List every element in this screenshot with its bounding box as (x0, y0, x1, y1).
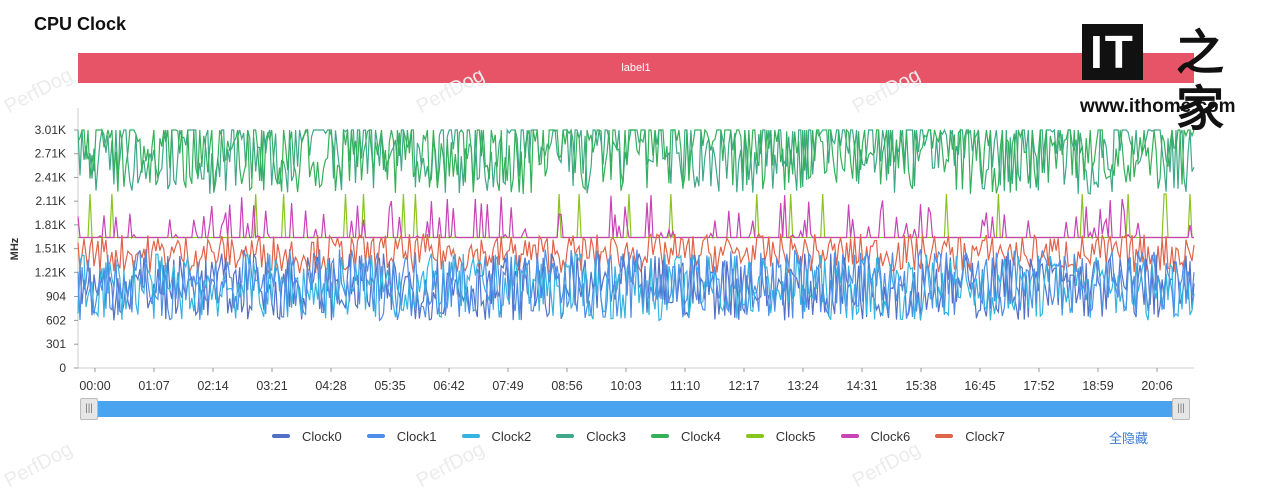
legend-swatch (461, 434, 480, 438)
time-range-slider[interactable] (86, 401, 1188, 417)
x-tick-label: 07:49 (492, 379, 523, 393)
page-title: CPU Clock (34, 14, 127, 34)
legend-item-clock2[interactable]: Clock2 (461, 428, 532, 444)
legend-label: Clock0 (302, 428, 342, 444)
legend-label: Clock6 (870, 428, 911, 444)
x-tick-label: 01:07 (138, 379, 169, 393)
legend-swatch (272, 434, 290, 438)
x-tick-label: 05:35 (374, 379, 405, 393)
legend-label: Clock1 (396, 428, 437, 444)
slider-end-handle[interactable]: ||| (1172, 398, 1190, 420)
x-tick-label: 16:45 (964, 379, 995, 393)
legend-swatch (840, 434, 859, 438)
logo-url: www.ithome.com (1080, 96, 1236, 117)
legend-item-clock4[interactable]: Clock4 (651, 429, 721, 444)
legend-label: Clock5 (775, 428, 816, 444)
label-bar[interactable]: label1 (78, 53, 1194, 83)
y-tick-label: 3.01K (35, 123, 66, 137)
legend-label: Clock3 (586, 428, 626, 444)
x-tick-label: 11:10 (670, 379, 700, 393)
y-tick-label: 1.21K (35, 265, 66, 279)
slider-start-handle[interactable]: ||| (80, 398, 98, 420)
legend-swatch (556, 434, 575, 438)
y-tick-label: 904 (46, 290, 66, 304)
x-tick-label: 06:42 (433, 379, 464, 393)
series-line-clock4 (77, 128, 1195, 195)
legend-item-clock3[interactable]: Clock3 (556, 429, 626, 444)
y-tick-label: 1.51K (35, 242, 66, 256)
y-tick-label: 2.11K (36, 194, 66, 208)
y-tick-label: 0 (59, 361, 66, 375)
legend-item-clock6[interactable]: Clock6 (840, 428, 911, 444)
legend-swatch (366, 434, 385, 438)
x-tick-label: 03:21 (256, 379, 287, 393)
y-tick-label: 602 (46, 313, 66, 327)
series-line-clock3 (77, 127, 1195, 195)
series-line-clock1 (77, 249, 1195, 322)
x-tick-label: 15:38 (905, 379, 936, 393)
x-tick-label: 18:59 (1082, 379, 1113, 393)
x-tick-label: 00:00 (79, 379, 110, 393)
x-tick-label: 10:03 (610, 379, 641, 393)
ithome-logo: IT 之家 www.ithome.com (1080, 22, 1250, 136)
y-axis-label: MHz (9, 237, 21, 260)
legend-swatch (745, 434, 764, 438)
x-tick-label: 12:17 (728, 379, 759, 393)
logo-zh-text: 之家 (1176, 27, 1225, 136)
hide-all-button[interactable]: 全隐藏 (1109, 431, 1149, 446)
legend-item-clock0[interactable]: Clock0 (272, 429, 342, 444)
legend-label: Clock4 (681, 428, 721, 444)
y-tick-label: 2.41K (35, 170, 66, 184)
legend-item-clock7[interactable]: Clock7 (935, 429, 1005, 444)
x-tick-label: 20:06 (1141, 379, 1172, 393)
x-tick-label: 13:24 (787, 379, 818, 393)
series-line-clock6 (77, 194, 1194, 240)
legend-swatch (935, 434, 954, 438)
legend-swatch (651, 434, 669, 438)
series-line-clock2 (77, 251, 1195, 322)
legend-item-clock5[interactable]: Clock5 (745, 428, 816, 444)
x-tick-label: 08:56 (551, 379, 582, 393)
y-tick-label: 2.71K (35, 147, 66, 161)
logo-it-text: IT (1082, 24, 1143, 80)
legend-label: Clock7 (965, 428, 1005, 444)
x-tick-label: 04:28 (315, 379, 346, 393)
legend-label: Clock2 (491, 428, 532, 444)
x-tick-label: 14:31 (846, 379, 877, 393)
chart-legend: Clock0 Clock1 Clock2 Clock3 Clock4 Clock5 Cloc… (272, 427, 1030, 445)
legend-item-clock1[interactable]: Clock1 (366, 428, 437, 444)
x-tick-label: 17:52 (1023, 379, 1054, 393)
y-tick-label: 1.81K (35, 218, 66, 232)
y-tick-label: 301 (46, 337, 66, 351)
x-tick-label: 02:14 (197, 379, 228, 393)
